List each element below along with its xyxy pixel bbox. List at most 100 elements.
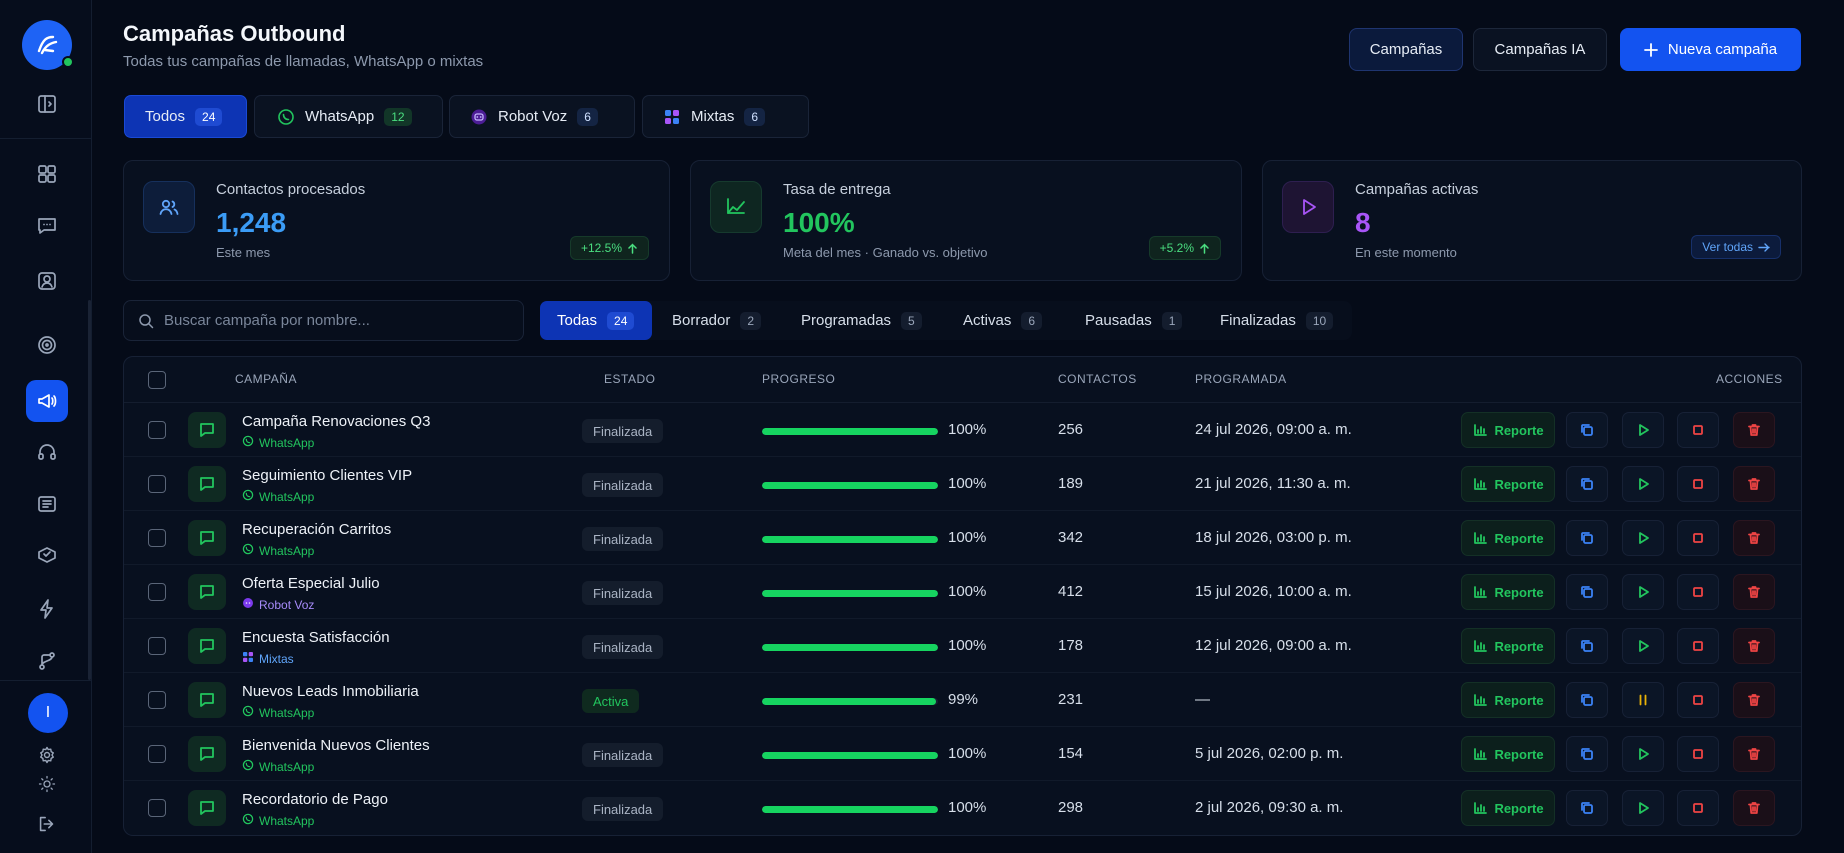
view-all-button[interactable]: Ver todas xyxy=(1691,235,1781,259)
channel-tab-todos[interactable]: Todos 24 xyxy=(124,95,247,138)
row-checkbox[interactable] xyxy=(148,691,166,709)
ticket-icon[interactable] xyxy=(26,534,68,576)
campaign-name[interactable]: Bienvenida Nuevos Clientes xyxy=(242,737,430,754)
column-header-progress[interactable]: PROGRESO xyxy=(762,372,836,386)
delete-button[interactable] xyxy=(1733,574,1775,610)
play-button[interactable] xyxy=(1622,628,1664,664)
status-tab-todas[interactable]: Todas 24 xyxy=(540,301,652,340)
report-button[interactable]: Reporte xyxy=(1461,682,1555,718)
campaign-name[interactable]: Recuperación Carritos xyxy=(242,521,392,538)
play-button[interactable] xyxy=(1622,736,1664,772)
delete-button[interactable] xyxy=(1733,466,1775,502)
status-tab-finalizadas[interactable]: Finalizadas 10 xyxy=(1203,301,1348,340)
duplicate-button[interactable] xyxy=(1566,574,1608,610)
play-button[interactable] xyxy=(1622,790,1664,826)
headset-icon[interactable] xyxy=(26,431,68,473)
play-button[interactable] xyxy=(1622,466,1664,502)
sidebar-scrollbar[interactable] xyxy=(88,300,91,680)
campaign-name[interactable]: Recordatorio de Pago xyxy=(242,791,388,808)
column-header-contacts[interactable]: CONTACTOS xyxy=(1058,372,1137,386)
delete-button[interactable] xyxy=(1733,682,1775,718)
stop-button[interactable] xyxy=(1677,628,1719,664)
duplicate-button[interactable] xyxy=(1566,682,1608,718)
collapse-sidebar-icon[interactable] xyxy=(26,83,68,125)
select-all-checkbox[interactable] xyxy=(148,371,166,389)
lightning-icon[interactable] xyxy=(26,588,68,630)
report-button[interactable]: Reporte xyxy=(1461,574,1555,610)
table-row[interactable]: Bienvenida Nuevos Clientes WhatsApp Fina… xyxy=(124,727,1801,781)
table-row[interactable]: Recuperación Carritos WhatsApp Finalizad… xyxy=(124,511,1801,565)
user-avatar[interactable]: I xyxy=(28,693,68,733)
play-button[interactable] xyxy=(1622,574,1664,610)
table-row[interactable]: Seguimiento Clientes VIP WhatsApp Finali… xyxy=(124,457,1801,511)
table-row[interactable]: Oferta Especial Julio Robot Voz Finaliza… xyxy=(124,565,1801,619)
report-button[interactable]: Reporte xyxy=(1461,628,1555,664)
stop-button[interactable] xyxy=(1677,736,1719,772)
report-button[interactable]: Reporte xyxy=(1461,790,1555,826)
delete-button[interactable] xyxy=(1733,790,1775,826)
table-row[interactable]: Recordatorio de Pago WhatsApp Finalizada… xyxy=(124,781,1801,835)
status-tab-borrador[interactable]: Borrador 2 xyxy=(655,301,775,340)
stop-button[interactable] xyxy=(1677,412,1719,448)
delete-button[interactable] xyxy=(1733,520,1775,556)
channel-tab-robot-voz[interactable]: Robot Voz 6 xyxy=(449,95,635,138)
duplicate-button[interactable] xyxy=(1566,466,1608,502)
channel-tab-mixtas[interactable]: Mixtas 6 xyxy=(642,95,809,138)
play-button[interactable] xyxy=(1622,520,1664,556)
delete-button[interactable] xyxy=(1733,736,1775,772)
row-checkbox[interactable] xyxy=(148,529,166,547)
report-button[interactable]: Reporte xyxy=(1461,466,1555,502)
duplicate-button[interactable] xyxy=(1566,412,1608,448)
logout-icon[interactable] xyxy=(26,803,68,845)
contacts-icon[interactable] xyxy=(26,260,68,302)
dashboard-icon[interactable] xyxy=(26,153,68,195)
stop-button[interactable] xyxy=(1677,520,1719,556)
row-checkbox[interactable] xyxy=(148,745,166,763)
campaign-name[interactable]: Seguimiento Clientes VIP xyxy=(242,467,413,484)
report-button[interactable]: Reporte xyxy=(1461,736,1555,772)
duplicate-button[interactable] xyxy=(1566,628,1608,664)
status-tab-programadas[interactable]: Programadas 5 xyxy=(784,301,944,340)
stop-button[interactable] xyxy=(1677,574,1719,610)
column-header-scheduled[interactable]: PROGRAMADA xyxy=(1195,372,1287,386)
status-tab-pausadas[interactable]: Pausadas 1 xyxy=(1068,301,1188,340)
report-button[interactable]: Reporte xyxy=(1461,412,1555,448)
campaign-name[interactable]: Campaña Renovaciones Q3 xyxy=(242,413,431,430)
row-checkbox[interactable] xyxy=(148,637,166,655)
duplicate-button[interactable] xyxy=(1566,736,1608,772)
delete-button[interactable] xyxy=(1733,628,1775,664)
new-campaign-button[interactable]: Nueva campaña xyxy=(1620,28,1801,71)
stop-button[interactable] xyxy=(1677,682,1719,718)
row-checkbox[interactable] xyxy=(148,583,166,601)
table-row[interactable]: Nuevos Leads Inmobiliaria WhatsApp Activ… xyxy=(124,673,1801,727)
table-row[interactable]: Campaña Renovaciones Q3 WhatsApp Finaliz… xyxy=(124,403,1801,457)
play-button[interactable] xyxy=(1622,412,1664,448)
row-checkbox[interactable] xyxy=(148,475,166,493)
target-icon[interactable] xyxy=(26,324,68,366)
campaign-name[interactable]: Nuevos Leads Inmobiliaria xyxy=(242,683,419,700)
campaigns-button[interactable]: Campañas xyxy=(1349,28,1463,71)
settings-gear-icon[interactable] xyxy=(26,734,68,776)
row-checkbox[interactable] xyxy=(148,421,166,439)
stop-button[interactable] xyxy=(1677,790,1719,826)
column-header-campaign[interactable]: CAMPAÑA xyxy=(235,372,297,386)
delete-button[interactable] xyxy=(1733,412,1775,448)
workflow-icon[interactable] xyxy=(26,640,68,682)
table-row[interactable]: Encuesta Satisfacción Mixtas Finalizada … xyxy=(124,619,1801,673)
theme-sun-icon[interactable] xyxy=(26,763,68,805)
report-button[interactable]: Reporte xyxy=(1461,520,1555,556)
campaign-name[interactable]: Encuesta Satisfacción xyxy=(242,629,390,646)
column-header-status[interactable]: ESTADO xyxy=(604,372,656,386)
app-logo[interactable] xyxy=(22,20,74,70)
search-input[interactable] xyxy=(164,312,504,329)
campaign-name[interactable]: Oferta Especial Julio xyxy=(242,575,380,592)
status-tab-activas[interactable]: Activas 6 xyxy=(946,301,1056,340)
duplicate-button[interactable] xyxy=(1566,520,1608,556)
campaigns-megaphone-icon[interactable] xyxy=(26,380,68,422)
row-checkbox[interactable] xyxy=(148,799,166,817)
chat-icon[interactable] xyxy=(26,205,68,247)
list-icon[interactable] xyxy=(26,483,68,525)
channel-tab-whatsapp[interactable]: WhatsApp 12 xyxy=(254,95,443,138)
pause-button[interactable] xyxy=(1622,682,1664,718)
ai-campaigns-button[interactable]: Campañas IA xyxy=(1473,28,1607,71)
